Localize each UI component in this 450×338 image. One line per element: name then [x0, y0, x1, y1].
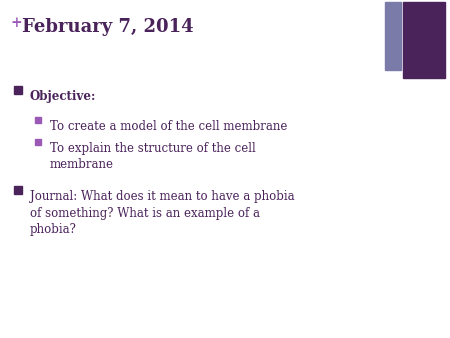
Text: Objective:: Objective: — [30, 90, 96, 103]
Text: +: + — [10, 16, 22, 30]
Text: Journal: What does it mean to have a phobia
of something? What is an example of : Journal: What does it mean to have a pho… — [30, 190, 295, 236]
Text: February 7, 2014: February 7, 2014 — [22, 18, 194, 36]
Text: To explain the structure of the cell
membrane: To explain the structure of the cell mem… — [50, 142, 256, 171]
Bar — [385, 2, 401, 70]
Bar — [403, 2, 445, 78]
Text: To create a model of the cell membrane: To create a model of the cell membrane — [50, 120, 288, 133]
